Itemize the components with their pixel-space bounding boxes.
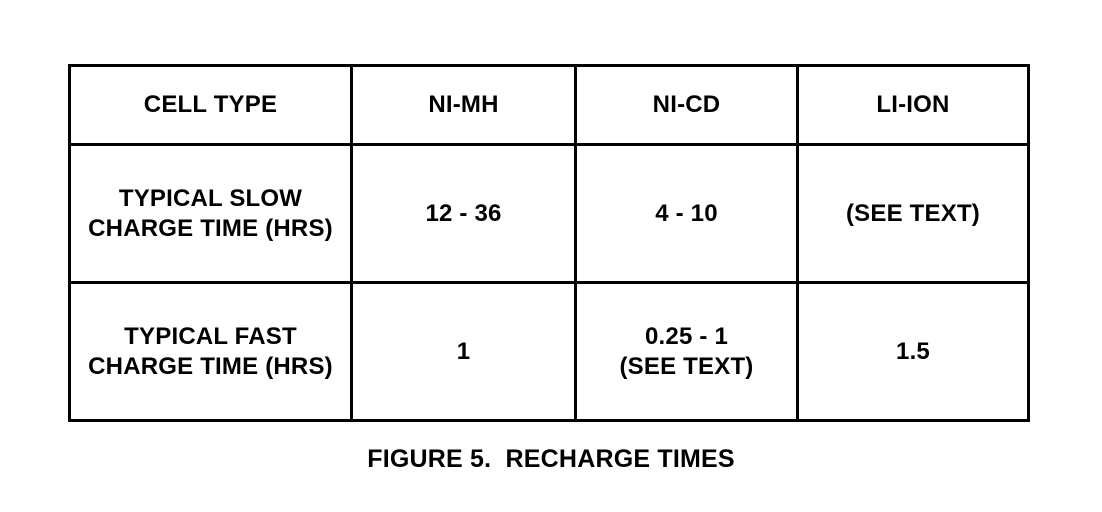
table-header-row: CELL TYPE NI-MH NI-CD LI-ION [68, 64, 1030, 146]
figure-caption: FIGURE 5. RECHARGE TIMES [367, 445, 735, 473]
row-label-fast-charge-line2: CHARGE TIME (HRS) [88, 352, 333, 380]
cell-fast-liion: 1.5 [796, 281, 1030, 422]
cell-slow-liion: (SEE TEXT) [796, 143, 1030, 284]
cell-fast-nicd: 0.25 - 1 (SEE TEXT) [574, 281, 799, 422]
header-cell-nimh: NI-MH [350, 64, 577, 146]
cell-slow-nimh: 12 - 36 [350, 143, 577, 284]
row-label-fast-charge: TYPICAL FAST CHARGE TIME (HRS) [68, 281, 353, 422]
row-label-slow-charge: TYPICAL SLOW CHARGE TIME (HRS) [68, 143, 353, 284]
row-label-fast-charge-line1: TYPICAL FAST [124, 323, 297, 351]
table-row-fast-charge: TYPICAL FAST CHARGE TIME (HRS) 1 0.25 - … [68, 281, 1030, 422]
table-row-slow-charge: TYPICAL SLOW CHARGE TIME (HRS) 12 - 36 4… [68, 143, 1030, 284]
recharge-times-table: CELL TYPE NI-MH NI-CD LI-ION TYPICAL SLO… [68, 64, 1030, 422]
header-cell-nicd: NI-CD [574, 64, 799, 146]
row-label-slow-charge-line1: TYPICAL SLOW [118, 185, 303, 213]
row-label-slow-charge-line2: CHARGE TIME (HRS) [88, 214, 333, 242]
cell-fast-nimh: 1 [350, 281, 577, 422]
cell-fast-nicd-line2: (SEE TEXT) [619, 352, 754, 380]
header-cell-liion: LI-ION [796, 64, 1030, 146]
cell-slow-nicd: 4 - 10 [574, 143, 799, 284]
cell-fast-nicd-line1: 0.25 - 1 [645, 323, 728, 351]
header-cell-type: CELL TYPE [68, 64, 353, 146]
